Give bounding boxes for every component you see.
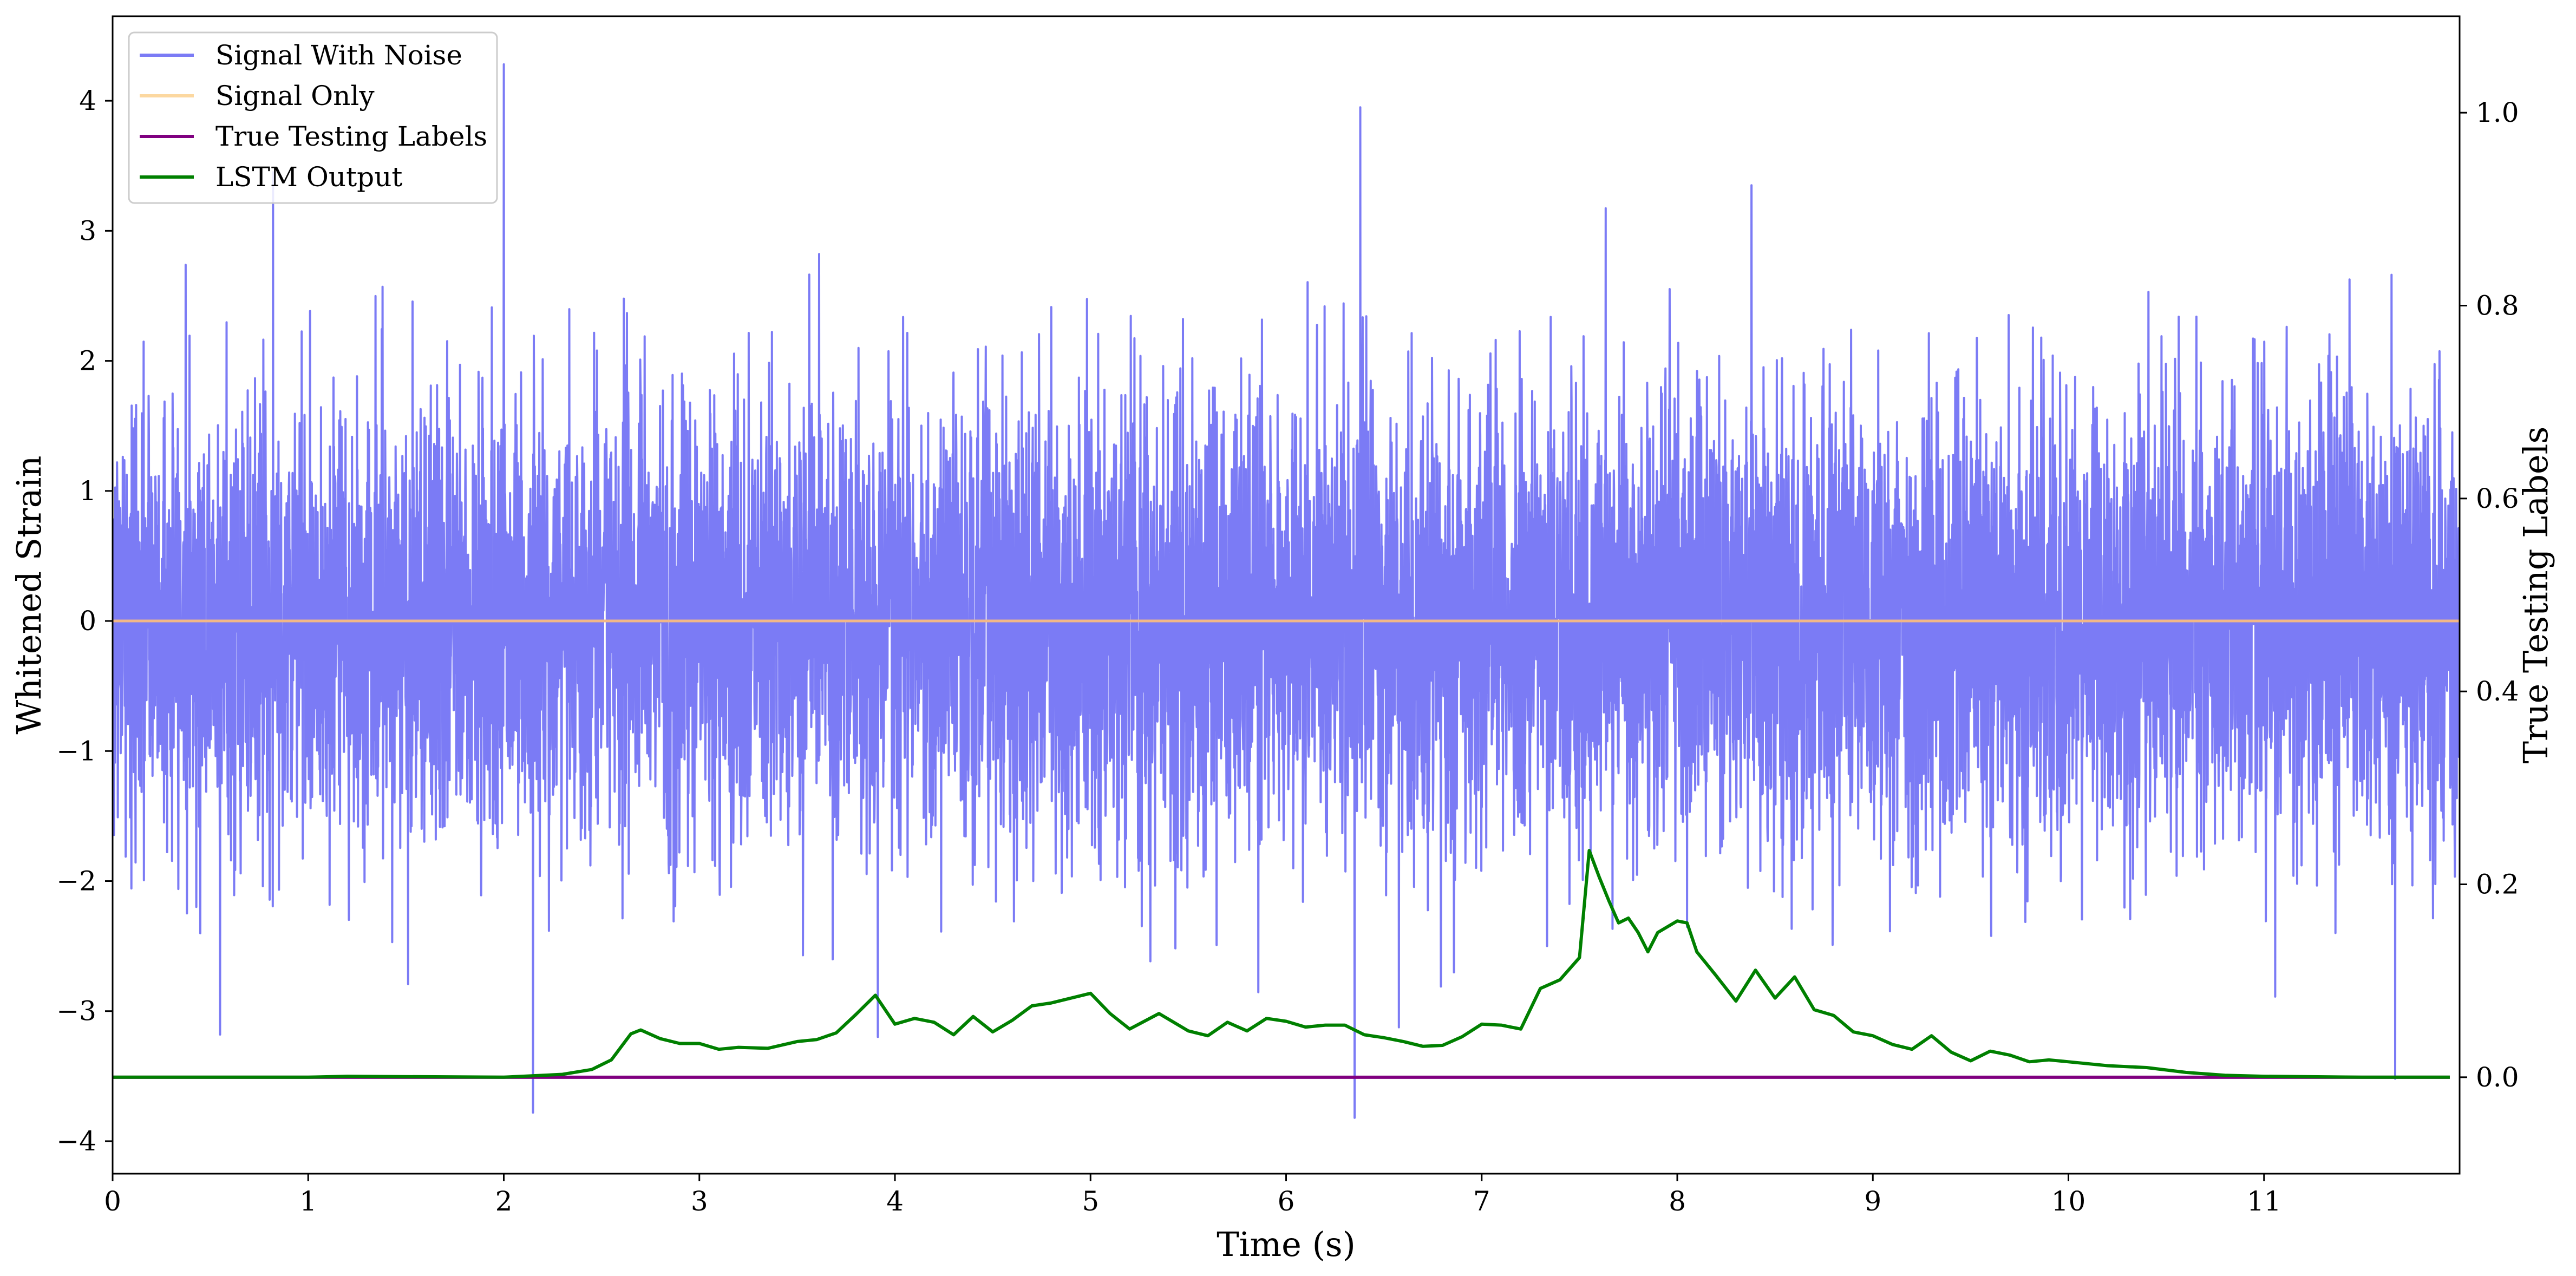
plot-series-group (113, 63, 2460, 1119)
axes-group: 0 1 2 3 4 5 6 7 8 9 10 11 −4 −3 −2 −1 0 1 2 3 4 0.0 0.2 0.4 0.6 0… (9, 15, 2555, 1264)
x-tick-label: 3 (691, 1186, 708, 1217)
x-axis-title: Time (s) (1217, 1225, 1356, 1264)
y-tick-label: −4 (56, 1126, 96, 1157)
y-axis-title: Whitened Strain (9, 456, 49, 735)
y-tick-label: −1 (56, 735, 96, 767)
x-tick-label: 4 (886, 1186, 904, 1217)
x-tick-label: 5 (1082, 1186, 1099, 1217)
y-tick-label: 1 (79, 475, 96, 507)
series-line-signal-with-noise (113, 63, 2460, 1119)
y-tick-label: 2 (79, 345, 96, 377)
x-tick-label: 1 (299, 1186, 317, 1217)
y2-axis-title: True Testing Labels (2516, 427, 2555, 764)
x-tick-label: 7 (1473, 1186, 1490, 1217)
legend-group: Signal With Noise Signal Only True Testing… (128, 31, 498, 204)
y2-tick-label: 0.0 (2476, 1062, 2519, 1093)
legend-label: Signal With Noise (215, 40, 462, 71)
y-tick-label: 0 (79, 605, 96, 637)
x-tick-label: 6 (1278, 1186, 1295, 1217)
y2-tick-label: 0.6 (2476, 483, 2519, 514)
series-line-lstm-output (113, 849, 2450, 1079)
y-tick-label: −2 (56, 865, 96, 897)
legend-label: True Testing Labels (215, 121, 487, 152)
y-tick-label: −3 (56, 996, 96, 1027)
y2-tick-label: 1.0 (2476, 97, 2519, 128)
y2-tick-label: 0.4 (2476, 676, 2519, 707)
y-tick-label: 3 (79, 215, 96, 246)
x-tick-label: 8 (1669, 1186, 1686, 1217)
y-tick-label: 4 (79, 85, 96, 116)
y2-tick-label: 0.2 (2476, 869, 2519, 900)
y2-tick-label: 0.8 (2476, 290, 2519, 322)
x-tick-label: 0 (104, 1186, 121, 1217)
x-tick-label: 2 (495, 1186, 513, 1217)
legend-label: Signal Only (215, 80, 375, 112)
x-tick-label: 9 (1864, 1186, 1881, 1217)
x-tick-label: 11 (2247, 1186, 2281, 1217)
legend-label: LSTM Output (215, 161, 402, 193)
legend-box (128, 31, 498, 204)
x-tick-label: 10 (2051, 1186, 2086, 1217)
